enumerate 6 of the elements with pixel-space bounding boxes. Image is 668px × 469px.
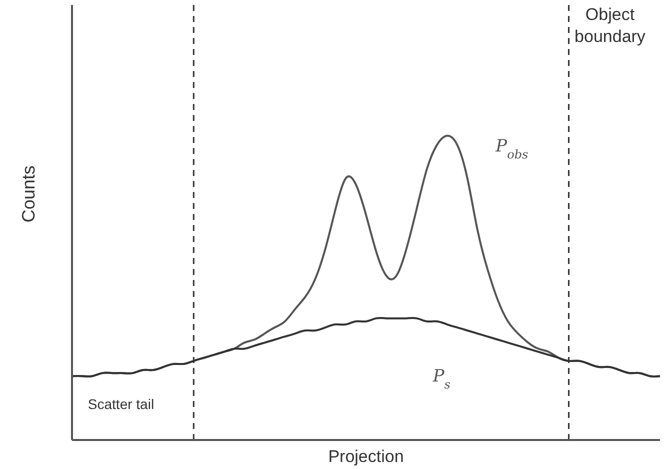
text: P$_{s}$ <box>432 366 450 392</box>
x-axis-title: Projection <box>328 447 404 466</box>
series-label: P$_{obs}$ <box>494 136 528 162</box>
y-axis-title: Counts <box>18 165 38 222</box>
annotation: Scatter tail <box>86 395 156 414</box>
text: Object boundary <box>574 4 646 48</box>
